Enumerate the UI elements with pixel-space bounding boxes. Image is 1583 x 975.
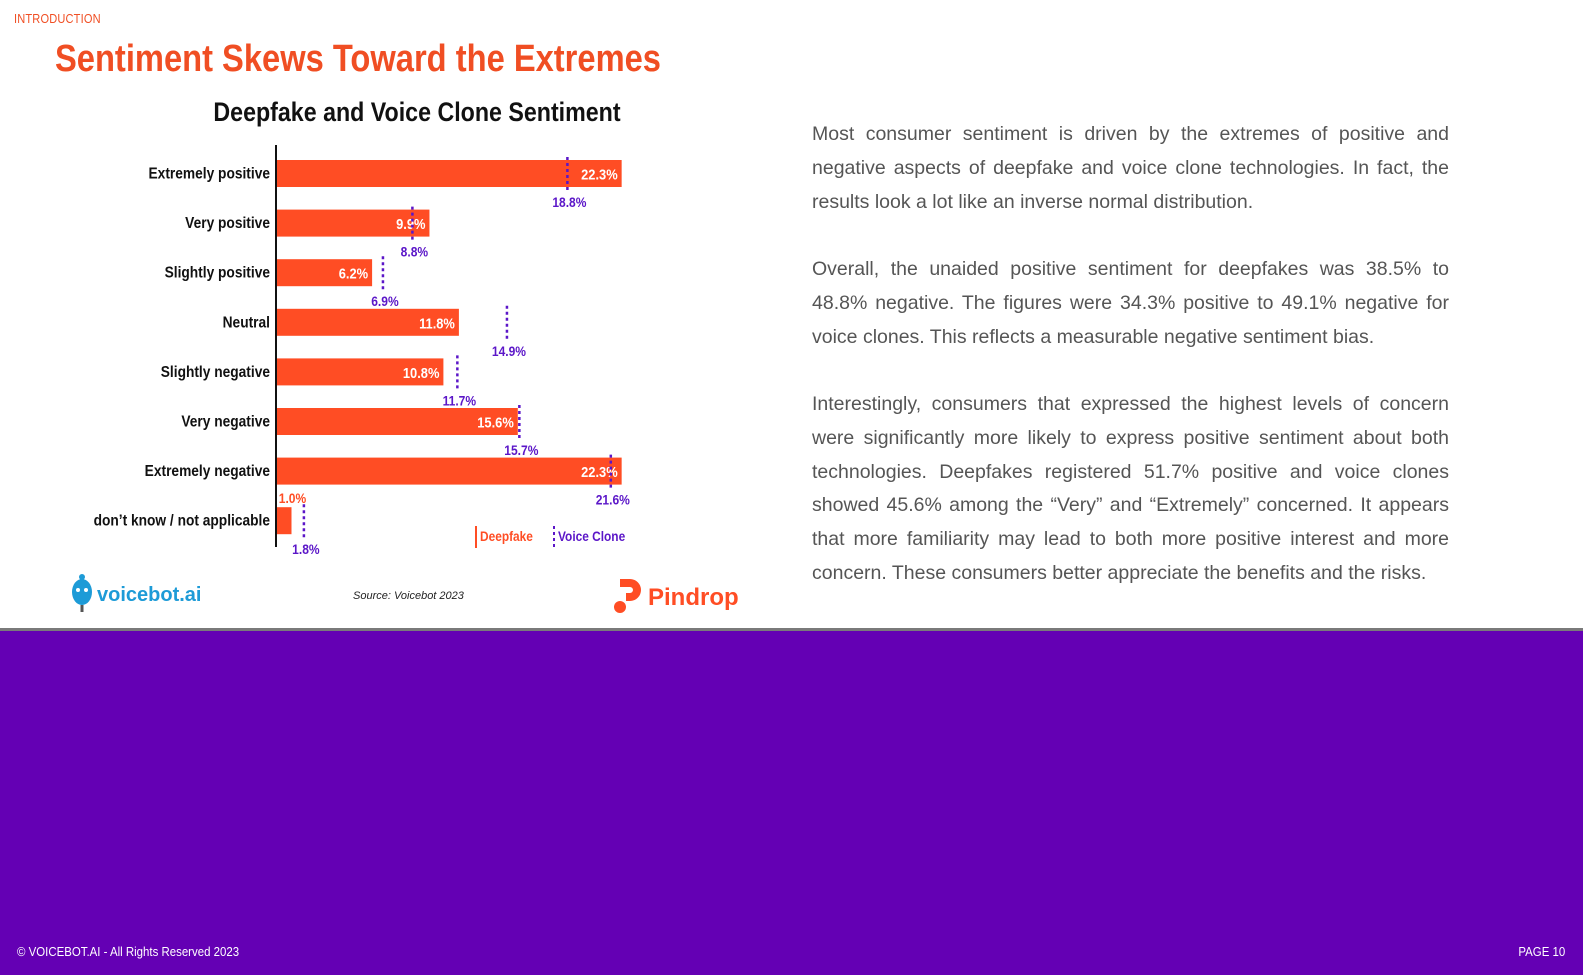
source-note: Source: Voicebot 2023 — [353, 590, 464, 602]
category-label: Neutral — [223, 313, 270, 331]
deepfake-value-label: 6.2% — [339, 265, 369, 282]
paragraph-2: Overall, the unaided positive sentiment … — [812, 257, 1449, 348]
category-label: Very positive — [185, 214, 270, 232]
deepfake-bar — [276, 457, 622, 485]
deepfake-value-label: 1.0% — [279, 490, 307, 506]
chart-legend: Deepfake Voice Clone — [475, 526, 625, 548]
deepfake-bar — [276, 259, 373, 287]
voice-clone-value-label: 6.9% — [371, 293, 399, 309]
pindrop-logo: Pindrop — [614, 579, 739, 613]
deepfake-value-label: 15.6% — [477, 414, 514, 431]
deepfake-value-label: 11.8% — [419, 314, 455, 331]
deepfake-bar — [276, 308, 459, 336]
deepfake-bar — [276, 507, 292, 535]
footer-divider — [0, 628, 1583, 631]
body-text: Most consumer sentiment is driven by the… — [812, 118, 1449, 624]
sentiment-chart: Deepfake and Voice Clone Sentiment Extre… — [94, 97, 631, 557]
voice-clone-value-label: 21.6% — [596, 492, 630, 508]
category-label: Extremely positive — [149, 165, 270, 183]
page-title: Sentiment Skews Toward the Extremes — [55, 38, 661, 80]
pindrop-wordmark: Pindrop — [648, 584, 739, 611]
chart-title: Deepfake and Voice Clone Sentiment — [213, 97, 621, 127]
category-label: Extremely negative — [145, 462, 270, 480]
deepfake-value-label: 22.3% — [581, 463, 618, 480]
section-label: INTRODUCTION — [14, 11, 101, 26]
pindrop-mark-icon — [620, 579, 641, 601]
page-number: PAGE 10 — [1518, 944, 1565, 959]
voice-clone-value-label: 15.7% — [504, 442, 538, 458]
voice-clone-value-label: 14.9% — [492, 343, 526, 359]
legend-voice-clone-label: Voice Clone — [558, 528, 625, 544]
voicebot-mascot-icon — [72, 579, 92, 605]
voicebot-wordmark: voicebot.ai — [97, 584, 200, 606]
deepfake-bar — [276, 408, 518, 435]
deepfake-value-label: 22.3% — [581, 166, 618, 183]
category-label: Slightly positive — [165, 264, 270, 282]
paragraph-3: Interestingly, consumers that expressed … — [812, 392, 1449, 584]
voicebot-logo: voicebot.ai — [72, 574, 200, 612]
deepfake-bar — [276, 160, 622, 187]
paragraph-1: Most consumer sentiment is driven by the… — [812, 123, 1449, 213]
category-label: don’t know / not applicable — [94, 512, 270, 530]
voice-clone-value-label: 11.7% — [443, 393, 477, 409]
deepfake-bar — [276, 358, 444, 386]
copyright: © VOICEBOT.AI - All Rights Reserved 2023 — [17, 944, 240, 959]
footer-band — [0, 631, 1583, 975]
deepfake-bar — [276, 209, 430, 237]
voice-clone-value-label: 18.8% — [552, 194, 586, 210]
deepfake-value-label: 10.8% — [403, 364, 440, 381]
legend-deepfake-label: Deepfake — [480, 528, 533, 544]
voice-clone-value-label: 1.8% — [292, 541, 320, 557]
deepfake-value-label: 9.9% — [396, 215, 426, 232]
category-label: Slightly negative — [161, 363, 270, 381]
voice-clone-value-label: 8.8% — [401, 244, 429, 260]
category-label: Very negative — [181, 413, 270, 431]
